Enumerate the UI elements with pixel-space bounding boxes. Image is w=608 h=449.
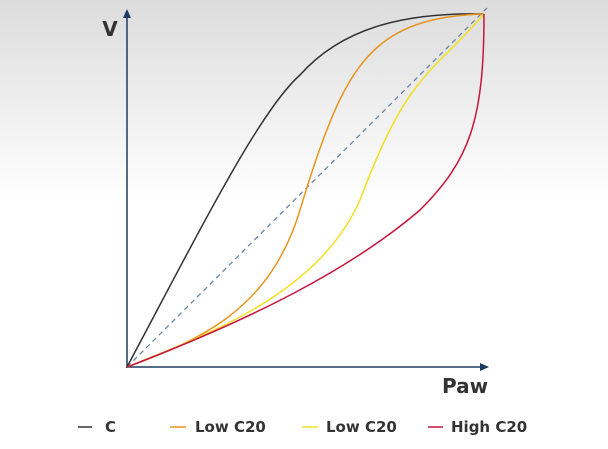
legend-label: C (105, 418, 116, 436)
curve-low-c20-orange (126, 13, 485, 368)
y-axis-arrow (123, 9, 131, 18)
curve-low-c20-yellow (126, 13, 485, 368)
y-axis-label: V (102, 17, 118, 41)
legend-label: Low C20 (326, 418, 397, 436)
curve-high-c20 (126, 13, 485, 368)
curve-c (126, 13, 485, 368)
legend-label: High C20 (451, 418, 527, 436)
x-axis-label: Paw (442, 374, 488, 398)
legend-label: Low C20 (195, 418, 266, 436)
x-axis-arrow (480, 363, 489, 371)
